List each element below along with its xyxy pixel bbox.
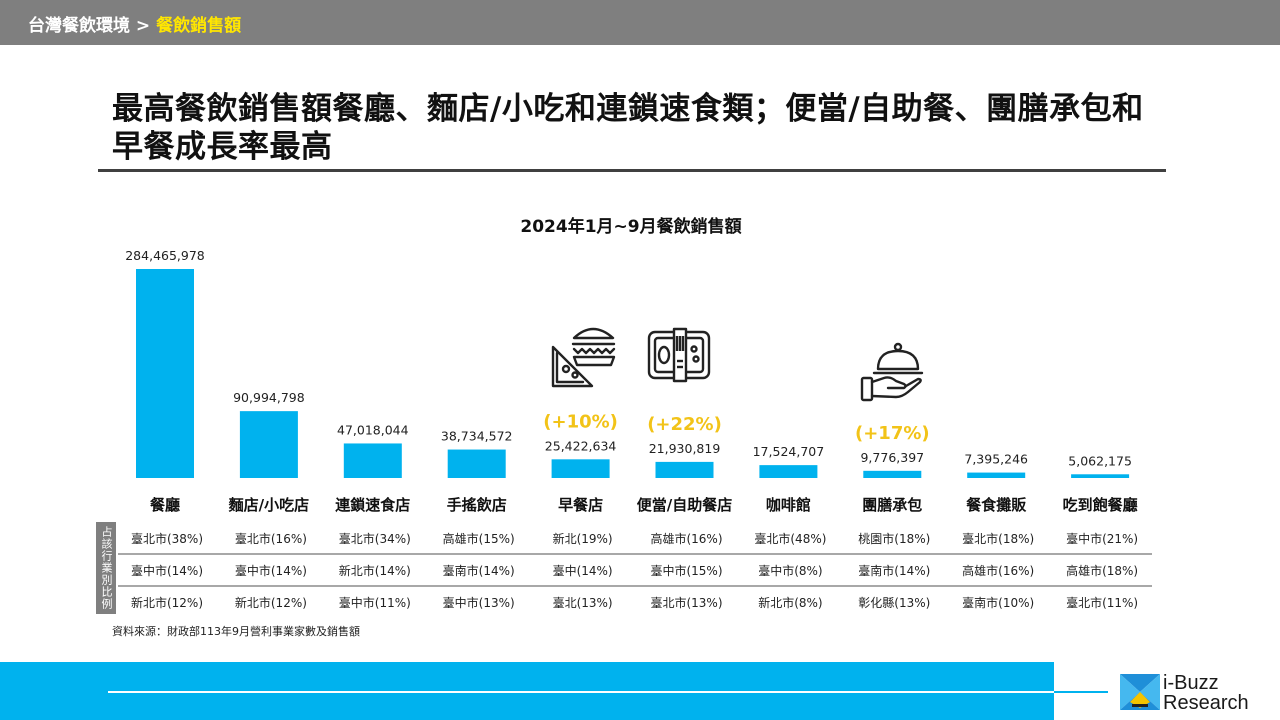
table-cell: 高雄市(16%) [650, 531, 722, 546]
bar-value-label: 9,776,397 [860, 450, 924, 465]
table-cell: 臺中市(14%) [131, 563, 203, 578]
source-note: 資料來源：財政部113年9月營利事業家數及銷售額 [112, 625, 360, 638]
growth-label: (+22%) [647, 414, 722, 435]
table-cell: 臺中市(15%) [650, 563, 722, 578]
table-cell: 新北(19%) [553, 531, 613, 546]
table-cell: 臺中市(11%) [339, 595, 411, 610]
bar-value-label: 7,395,246 [964, 452, 1028, 467]
growth-label: (+10%) [543, 411, 618, 432]
table-cell: 臺北市(48%) [754, 531, 826, 546]
chart-title: 2024年1月~9月餐飲銷售額 [520, 217, 742, 237]
table-cell: 臺南市(14%) [443, 563, 515, 578]
bar-value-label: 5,062,175 [1068, 453, 1132, 468]
table-cell: 新北市(12%) [131, 595, 203, 610]
table-side-label: 占該行業別比例 [96, 522, 116, 614]
table-cell: 臺南市(14%) [858, 563, 930, 578]
category-label: 吃到飽餐廳 [1063, 496, 1138, 514]
bar [655, 461, 714, 478]
bar-value-label: 284,465,978 [125, 248, 205, 263]
table-cell: 高雄市(18%) [1066, 563, 1138, 578]
footer-line-extension [1054, 691, 1108, 693]
table-cell: 彰化縣(13%) [858, 595, 930, 610]
bar-value-label: 25,422,634 [545, 438, 617, 453]
bento-box-icon [647, 327, 711, 383]
table-cell: 臺北市(16%) [235, 531, 307, 546]
bar [967, 472, 1026, 478]
table-cell: 高雄市(16%) [962, 563, 1034, 578]
category-label: 手搖飲店 [447, 496, 507, 514]
table-cell: 臺北市(34%) [339, 531, 411, 546]
bar [239, 411, 298, 478]
category-label: 便當/自助餐店 [637, 496, 732, 514]
ibuzz-logo-icon [1120, 674, 1160, 710]
category-label: 咖啡館 [766, 496, 811, 514]
brand-line-2: Research [1163, 692, 1249, 714]
bar [343, 443, 402, 478]
cloche-serving-icon [860, 342, 924, 402]
table-cell: 臺南市(10%) [962, 595, 1034, 610]
category-label: 早餐店 [558, 496, 603, 514]
bar [447, 449, 506, 478]
table-cell: 臺北(13%) [553, 595, 613, 610]
breadcrumb-current: 餐飲銷售額 [156, 16, 242, 36]
table-cell: 桃園市(18%) [858, 531, 930, 546]
bar-value-label: 47,018,044 [337, 422, 409, 437]
bar [863, 470, 922, 478]
bar [759, 465, 818, 478]
bar-value-label: 90,994,798 [233, 390, 305, 405]
table-cell: 臺中市(8%) [758, 563, 822, 578]
bar [1071, 474, 1130, 478]
brand-line-1: i-Buzz [1163, 672, 1219, 694]
category-label: 餐廳 [150, 496, 180, 514]
category-label: 麵店/小吃店 [228, 496, 309, 514]
table-cell: 臺北市(38%) [131, 531, 203, 546]
bar-value-label: 21,930,819 [649, 441, 721, 456]
top-bar: 台灣餐飲環境 > 餐飲銷售額 [0, 0, 1280, 45]
table-cell: 臺中(14%) [553, 563, 613, 578]
table-cell: 臺北市(13%) [650, 595, 722, 610]
bar [551, 459, 610, 478]
table-cell: 新北市(12%) [235, 595, 307, 610]
table-cell: 臺中市(14%) [235, 563, 307, 578]
table-cell: 高雄市(15%) [443, 531, 515, 546]
breadcrumb: 台灣餐飲環境 > 餐飲銷售額 [28, 11, 241, 36]
bar [136, 269, 194, 478]
bar-value-label: 17,524,707 [753, 444, 825, 459]
category-label: 餐食攤販 [966, 496, 1027, 514]
growth-label: (+17%) [855, 423, 930, 444]
breadcrumb-parent[interactable]: 台灣餐飲環境 > [28, 16, 151, 36]
bar-value-label: 38,734,572 [441, 429, 513, 444]
table-cell: 新北市(8%) [758, 595, 822, 610]
title-divider [98, 169, 1166, 172]
brand-name: i-Buzz Research [1163, 673, 1249, 713]
sandwich-burger-icon [551, 327, 616, 388]
page-title: 最高餐飲銷售額餐廳、麵店/小吃和連鎖速食類；便當/自助餐、團膳承包和早餐成長率最… [112, 91, 1144, 165]
table-cell: 新北市(14%) [339, 563, 411, 578]
footer-line [108, 691, 1108, 693]
table-cell: 臺中市(21%) [1066, 531, 1138, 546]
table-cell: 臺中市(13%) [443, 595, 515, 610]
table-cell: 臺北市(11%) [1066, 595, 1138, 610]
table-cell: 臺北市(18%) [962, 531, 1034, 546]
category-label: 團膳承包 [862, 496, 922, 514]
category-label: 連鎖速食店 [335, 496, 410, 514]
